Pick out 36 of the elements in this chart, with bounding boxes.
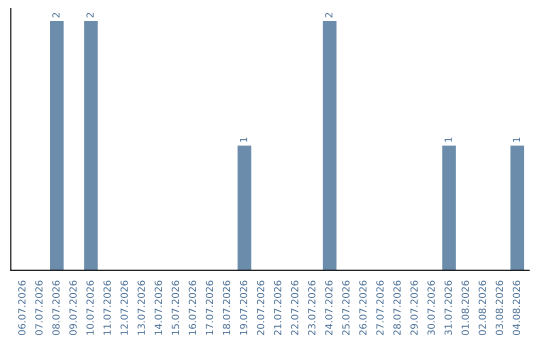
x-tick-label: 30.07.2026 [427,280,435,335]
data-label: 2 [325,12,332,18]
data-label: 2 [86,12,94,18]
x-tick-label: 15.07.2026 [172,280,180,335]
x-tick-label: 22.07.2026 [291,280,298,335]
x-tick-label: 06.07.2026 [18,280,26,336]
data-label: 1 [240,138,248,142]
x-tick-label: 11.07.2026 [103,280,111,335]
x-tick-label: 23.07.2026 [308,280,316,335]
x-tick-label: 08.07.2026 [52,280,60,336]
x-tick-label: 12.07.2026 [120,280,128,335]
x-tick-label: 19.07.2026 [240,280,248,335]
data-label: 2 [52,12,60,18]
x-tick-label: 26.07.2026 [359,280,367,335]
x-tick-label: 21.07.2026 [274,280,282,335]
x-tick-label: 09.07.2026 [69,280,77,336]
x-tick-label: 07.07.2026 [35,280,43,336]
x-tick-label: 13.07.2026 [138,280,145,335]
x-tick-label: 10.07.2026 [86,280,94,335]
x-tick-label: 31.07.2026 [444,280,452,335]
x-tick-label: 25.07.2026 [342,280,350,335]
x-tick-label: 29.07.2026 [410,280,418,335]
x-tick-label: 20.07.2026 [256,280,264,335]
x-tick-label: 03.08.2026 [496,280,504,336]
x-tick-label: 28.07.2026 [393,280,401,335]
x-tick-label: 02.08.2026 [478,280,486,336]
x-tick-label: 16.07.2026 [188,280,196,335]
x-tick-label: 04.08.2026 [512,280,520,336]
data-label: 1 [512,138,520,142]
x-tick-label: 01.08.2026 [462,280,469,336]
x-tick-label: 17.07.2026 [206,280,214,335]
data-label: 1 [444,138,452,142]
x-tick-label: 18.07.2026 [222,280,230,335]
x-tick-label: 14.07.2026 [154,280,162,335]
x-tick-label: 27.07.2026 [376,280,384,335]
x-tick-label: 24.07.2026 [325,280,333,335]
